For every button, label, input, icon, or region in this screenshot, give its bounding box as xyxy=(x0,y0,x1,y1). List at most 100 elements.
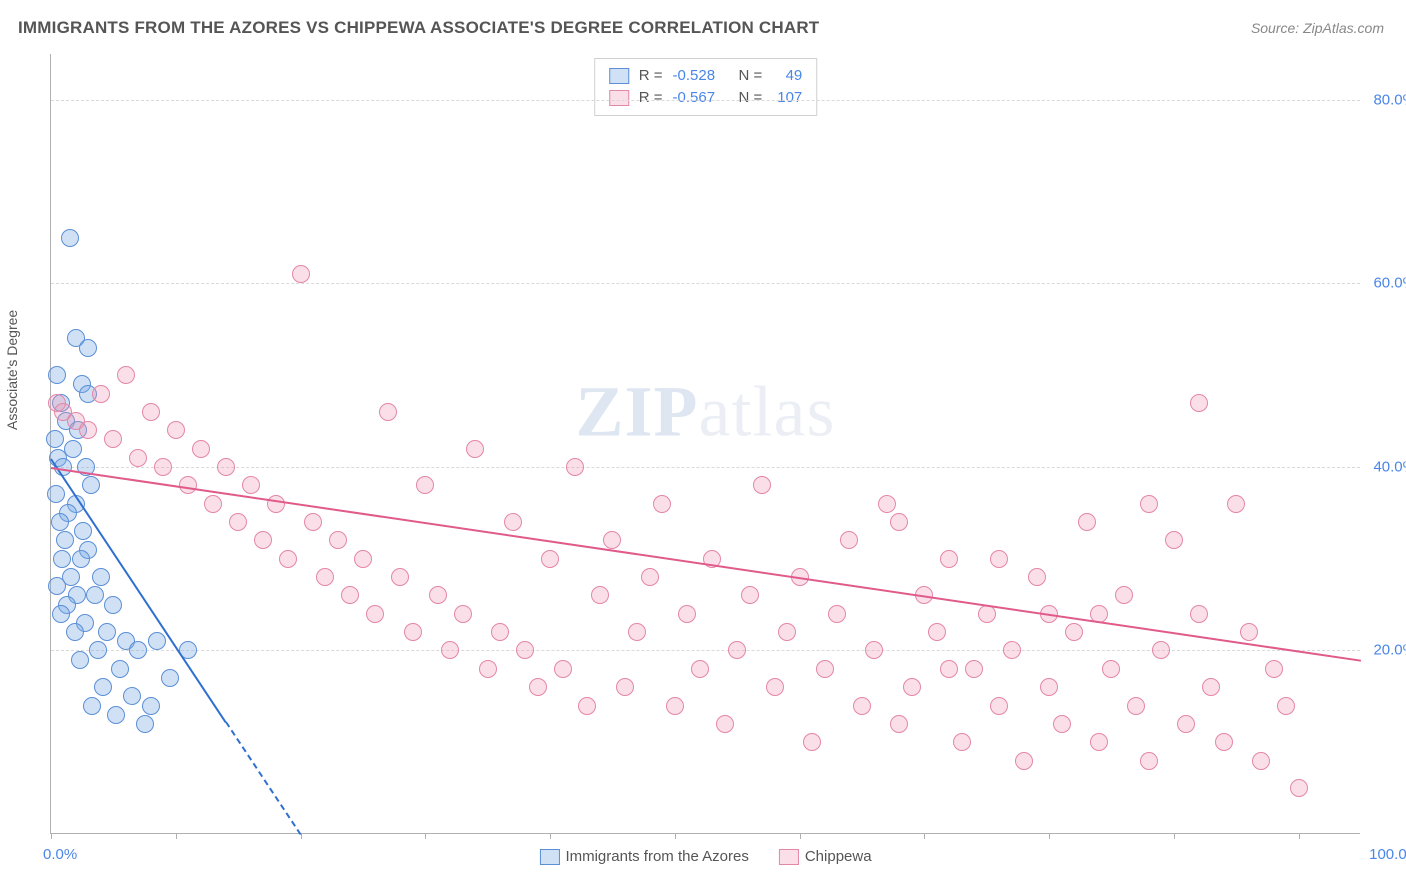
data-point xyxy=(1277,697,1295,715)
data-point xyxy=(753,476,771,494)
data-point xyxy=(441,641,459,659)
data-point xyxy=(354,550,372,568)
data-point xyxy=(953,733,971,751)
y-tick-label: 80.0% xyxy=(1373,91,1406,108)
r-label: R = xyxy=(639,87,663,109)
data-point xyxy=(853,697,871,715)
data-point xyxy=(516,641,534,659)
data-point xyxy=(1102,660,1120,678)
data-point xyxy=(990,550,1008,568)
legend-label: Chippewa xyxy=(805,848,872,865)
data-point xyxy=(890,513,908,531)
data-point xyxy=(890,715,908,733)
n-label: N = xyxy=(739,87,763,109)
data-point xyxy=(48,366,66,384)
data-point xyxy=(204,495,222,513)
trend-line-dashed xyxy=(225,722,302,836)
data-point xyxy=(454,605,472,623)
data-point xyxy=(965,660,983,678)
data-point xyxy=(72,550,90,568)
legend-row: R =-0.567N =107 xyxy=(609,87,803,109)
data-point xyxy=(98,623,116,641)
legend-swatch xyxy=(539,849,559,865)
y-tick-label: 40.0% xyxy=(1373,458,1406,475)
data-point xyxy=(123,687,141,705)
data-point xyxy=(1152,641,1170,659)
data-point xyxy=(741,586,759,604)
data-point xyxy=(416,476,434,494)
data-point xyxy=(504,513,522,531)
data-point xyxy=(479,660,497,678)
source-label: Source: ZipAtlas.com xyxy=(1251,20,1384,36)
data-point xyxy=(491,623,509,641)
data-point xyxy=(591,586,609,604)
gridline xyxy=(51,283,1360,284)
legend-label: Immigrants from the Azores xyxy=(565,848,748,865)
correlation-legend: R =-0.528N =49R =-0.567N =107 xyxy=(594,58,818,116)
data-point xyxy=(603,531,621,549)
data-point xyxy=(666,697,684,715)
data-point xyxy=(404,623,422,641)
data-point xyxy=(142,403,160,421)
data-point xyxy=(316,568,334,586)
data-point xyxy=(1215,733,1233,751)
data-point xyxy=(803,733,821,751)
x-tick xyxy=(675,833,676,839)
x-tick xyxy=(51,833,52,839)
data-point xyxy=(716,715,734,733)
gridline xyxy=(51,100,1360,101)
data-point xyxy=(71,651,89,669)
data-point xyxy=(1240,623,1258,641)
data-point xyxy=(86,586,104,604)
data-point xyxy=(79,339,97,357)
data-point xyxy=(66,623,84,641)
data-point xyxy=(828,605,846,623)
x-tick xyxy=(1049,833,1050,839)
data-point xyxy=(167,421,185,439)
r-label: R = xyxy=(639,65,663,87)
data-point xyxy=(104,430,122,448)
data-point xyxy=(641,568,659,586)
data-point xyxy=(254,531,272,549)
data-point xyxy=(267,495,285,513)
data-point xyxy=(1140,752,1158,770)
data-point xyxy=(117,366,135,384)
data-point xyxy=(192,440,210,458)
data-point xyxy=(136,715,154,733)
data-point xyxy=(379,403,397,421)
data-point xyxy=(429,586,447,604)
data-point xyxy=(329,531,347,549)
data-point xyxy=(1015,752,1033,770)
data-point xyxy=(878,495,896,513)
data-point xyxy=(148,632,166,650)
data-point xyxy=(304,513,322,531)
data-point xyxy=(292,265,310,283)
data-point xyxy=(242,476,260,494)
watermark-bold: ZIP xyxy=(576,372,699,452)
legend-swatch xyxy=(779,849,799,865)
y-tick-label: 20.0% xyxy=(1373,642,1406,659)
data-point xyxy=(1078,513,1096,531)
data-point xyxy=(1227,495,1245,513)
x-tick xyxy=(924,833,925,839)
data-point xyxy=(616,678,634,696)
data-point xyxy=(1177,715,1195,733)
data-point xyxy=(46,430,64,448)
data-point xyxy=(728,641,746,659)
data-point xyxy=(1190,605,1208,623)
data-point xyxy=(53,550,71,568)
x-axis-max-label: 100.0% xyxy=(1369,846,1406,863)
data-point xyxy=(52,605,70,623)
data-point xyxy=(61,229,79,247)
gridline xyxy=(51,467,1360,468)
data-point xyxy=(79,421,97,439)
data-point xyxy=(766,678,784,696)
data-point xyxy=(1065,623,1083,641)
plot-area: ZIPatlas 0.0% 100.0% R =-0.528N =49R =-0… xyxy=(50,54,1360,834)
data-point xyxy=(1140,495,1158,513)
data-point xyxy=(1115,586,1133,604)
data-point xyxy=(1127,697,1145,715)
data-point xyxy=(51,513,69,531)
y-axis-title: Associate's Degree xyxy=(4,310,20,430)
data-point xyxy=(74,522,92,540)
